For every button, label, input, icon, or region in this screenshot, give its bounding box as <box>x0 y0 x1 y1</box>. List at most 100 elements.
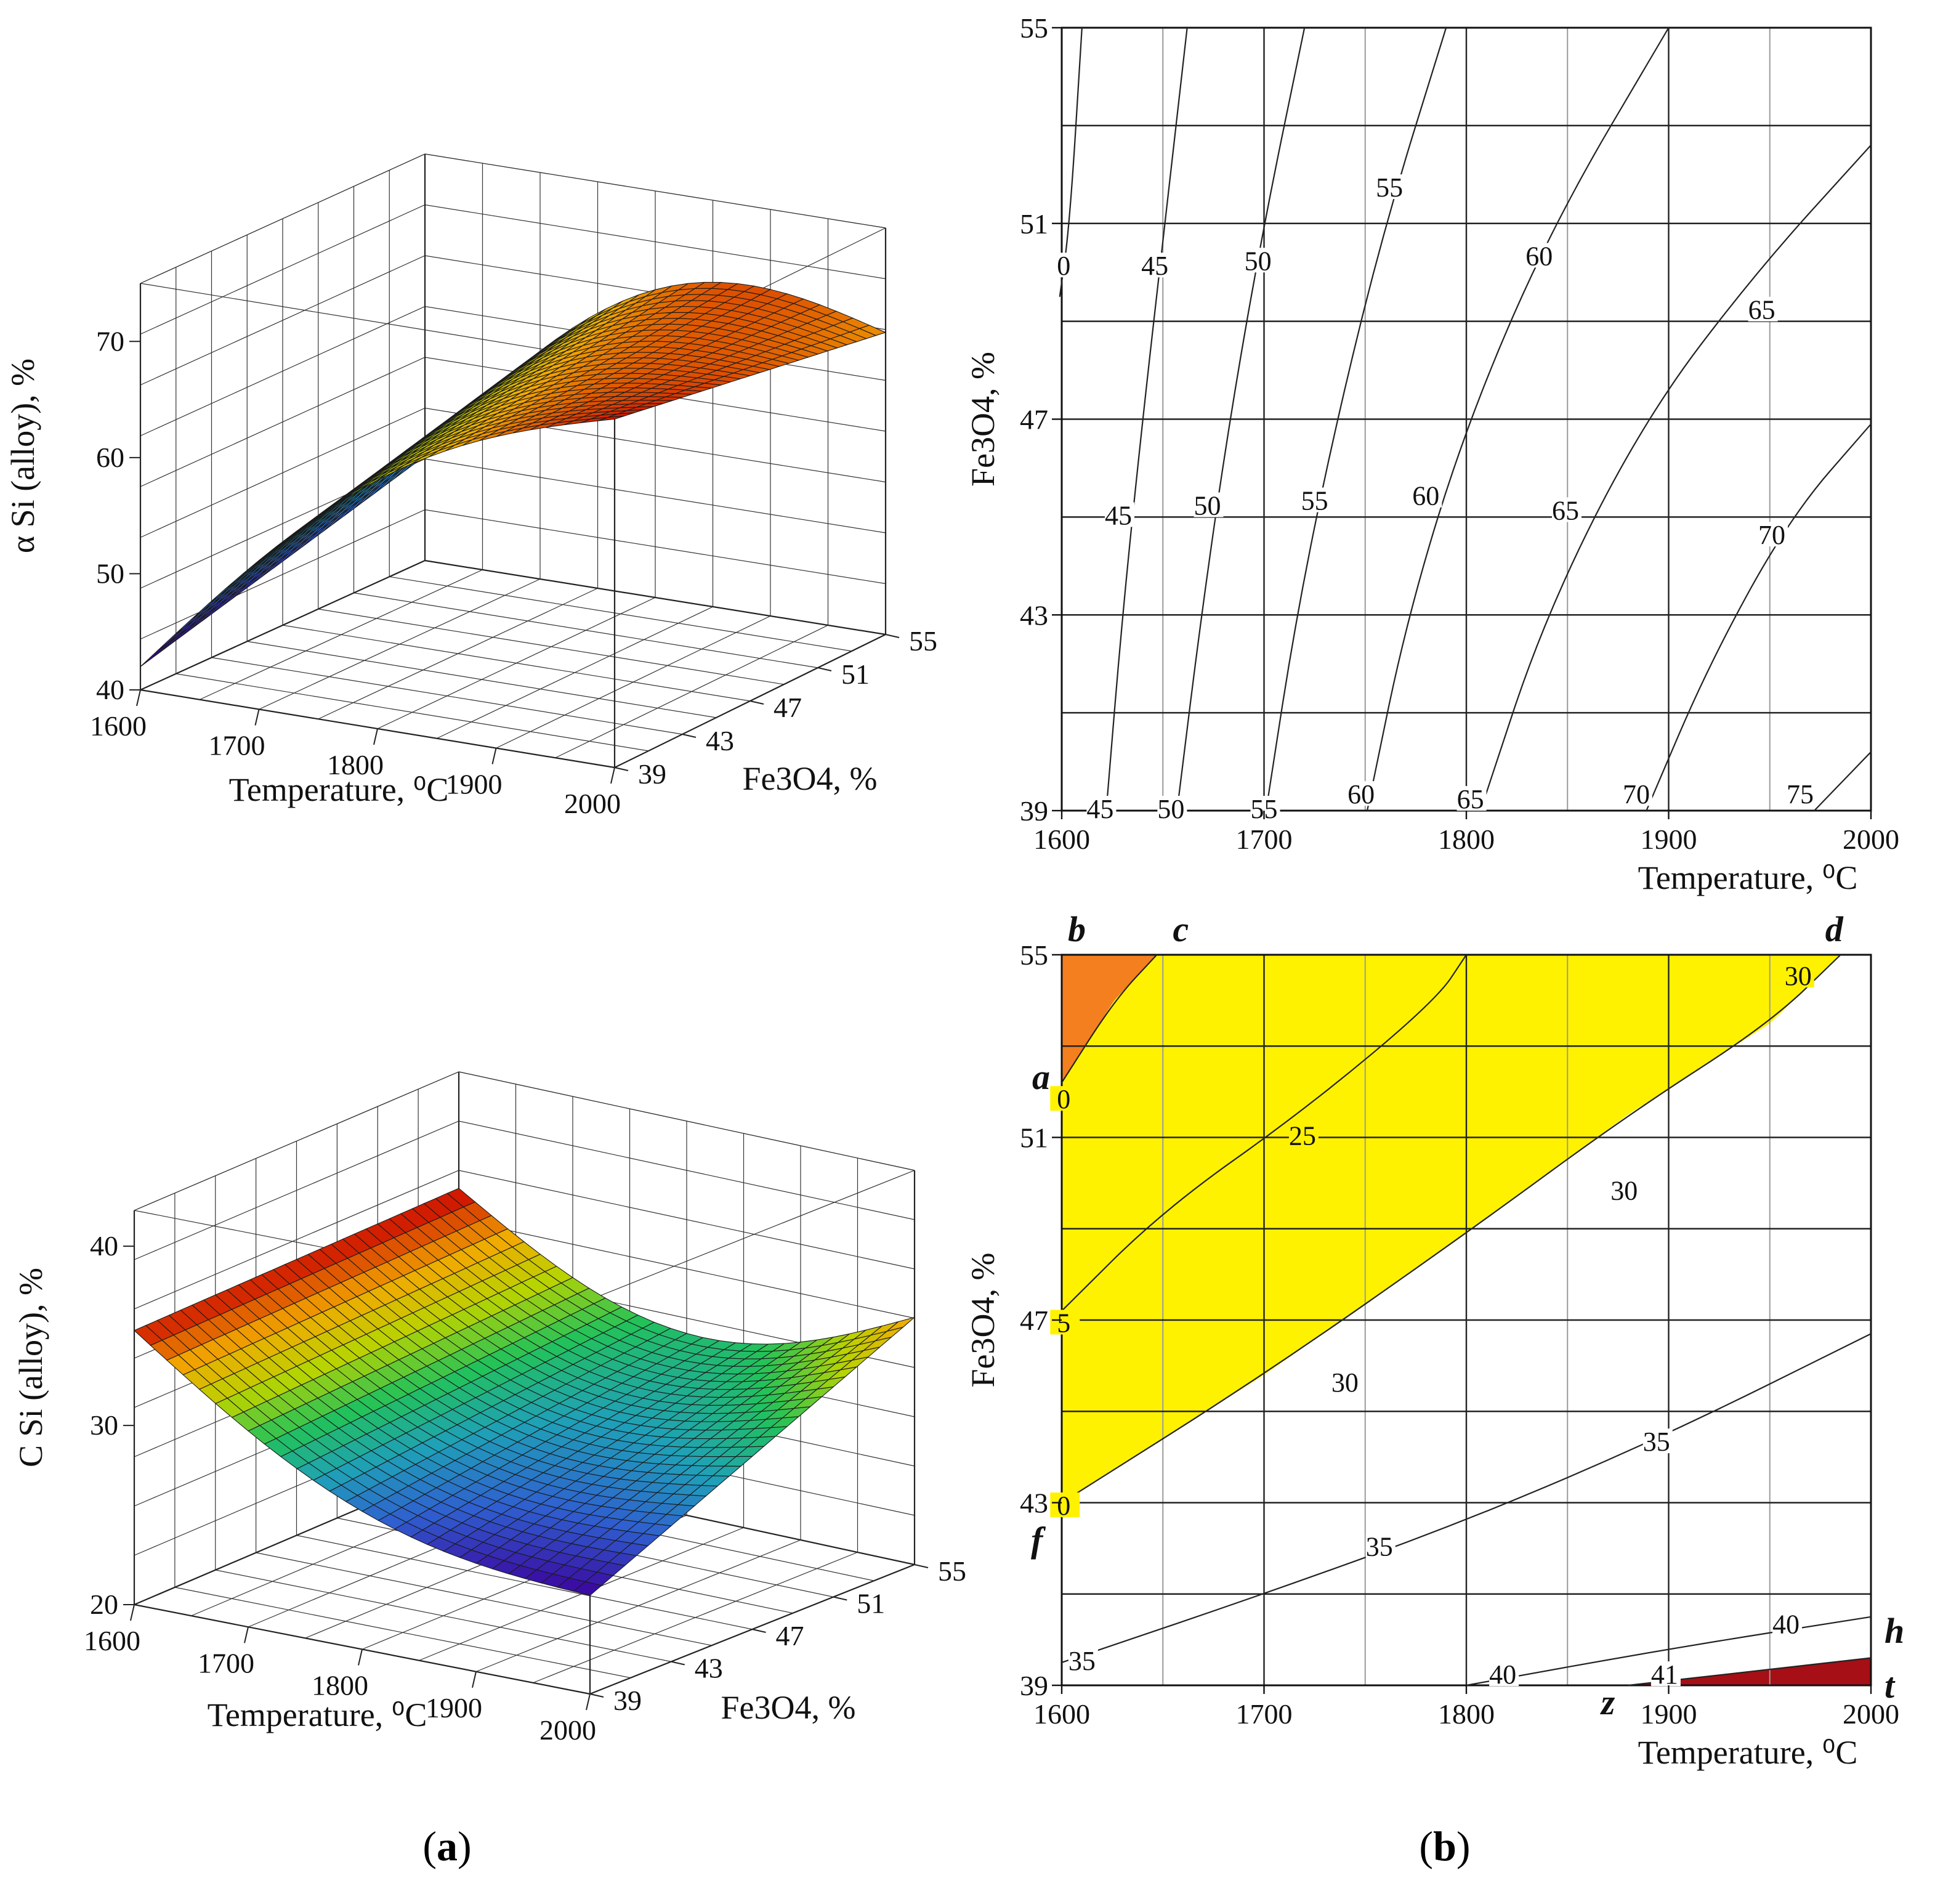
floor-gridline <box>296 1534 753 1630</box>
contour-label-bg <box>1758 522 1788 547</box>
y-tick-label: 39 <box>638 758 666 790</box>
y-tick <box>752 1629 766 1633</box>
box-edge <box>140 153 426 284</box>
contour-label-bg <box>1244 248 1274 273</box>
z-tick-label: 40 <box>96 674 124 705</box>
x-tick <box>130 1604 135 1621</box>
contour-label-bg <box>1050 1310 1080 1335</box>
y-tick-label: 51 <box>841 658 870 690</box>
y-tick-label: 47 <box>776 1620 804 1651</box>
contour-label: 50 <box>1245 246 1272 276</box>
surface-plot-c: 20 30 40 1600 1700 1800 1900 2000 39 43 47 51 55 Temp… <box>12 1071 966 1746</box>
y-tick <box>614 767 629 771</box>
x-tick <box>472 1671 477 1688</box>
box-edge <box>424 153 886 229</box>
y-tick-label: 55 <box>1020 12 1048 44</box>
contour-label: 0 <box>1057 1491 1070 1521</box>
contour-line-50 <box>1176 27 1306 811</box>
floor-gridline <box>211 657 683 735</box>
contour-label: 60 <box>1412 481 1439 511</box>
x-tick-label: 1700 <box>1236 1698 1293 1730</box>
wall-gridline <box>134 1071 915 1211</box>
floor-gridline <box>282 625 751 702</box>
x-tick-label: 1700 <box>1236 824 1293 855</box>
contour-label: 55 <box>1251 794 1278 824</box>
contour-label: 45 <box>1105 500 1132 530</box>
y-tick-label: 55 <box>1020 939 1048 971</box>
contour-label: 50 <box>1157 794 1184 824</box>
contour-line-55 <box>1265 27 1447 811</box>
y-tick-label: 39 <box>1020 795 1048 827</box>
contour-line-20 <box>1061 954 1158 1084</box>
contour-label-bg <box>1250 796 1280 820</box>
x-axis-title: Temperature, ⁰C <box>1638 1734 1858 1771</box>
contour-line-60 <box>1366 27 1670 811</box>
contour-label: 70 <box>1758 520 1785 550</box>
y-tick-label: 47 <box>1020 1305 1048 1336</box>
contour-label-bg <box>1068 1647 1098 1672</box>
y-axis-title: Fe3O4, % <box>721 1689 856 1726</box>
x-tick <box>491 748 497 764</box>
contour-label-bg <box>1412 482 1442 508</box>
contour-label: 55 <box>1376 172 1403 203</box>
x-axis-title: Temperature, ⁰C <box>1638 859 1858 896</box>
floor-gridline <box>256 1552 712 1646</box>
contour-label-bg <box>1456 786 1487 811</box>
floor-gridline <box>174 1587 631 1679</box>
surface-cell <box>140 642 168 667</box>
x-tick-label: 1800 <box>312 1670 368 1701</box>
contour-label-bg <box>1787 781 1817 806</box>
contour-label-bg <box>1347 781 1378 806</box>
y-tick-label: 55 <box>909 625 937 657</box>
contour-line-30 <box>1061 954 1841 1504</box>
contour-label: 65 <box>1457 784 1484 814</box>
contour-label-bg <box>1086 796 1117 820</box>
z-tick-label: 20 <box>90 1589 118 1620</box>
contour-line-70 <box>1646 423 1872 811</box>
z-axis-title: α Si (alloy), % <box>4 359 41 553</box>
contour-label: 45 <box>1086 794 1113 824</box>
z-tick-label: 70 <box>96 325 124 357</box>
box-edge <box>140 283 615 362</box>
floor-gridline <box>353 592 818 668</box>
contour-label-bg <box>1376 174 1406 200</box>
contour-label-bg <box>1525 243 1556 268</box>
contour-label: 55 <box>1301 486 1328 516</box>
y-tick <box>749 700 764 705</box>
contour-label-bg <box>1622 781 1652 806</box>
z-tick-label: 40 <box>90 1230 118 1262</box>
y-tick-label: 47 <box>774 692 802 723</box>
surface-plot-alpha: 40 50 60 70 1600 1700 1800 1900 2000 39 43 47 51 55 Te… <box>4 153 937 819</box>
contour-label: 65 <box>1748 295 1775 325</box>
point-label-b: b <box>1068 909 1086 949</box>
y-tick-label: 47 <box>1020 404 1048 435</box>
contour-label: 30 <box>1785 961 1812 991</box>
box-edge <box>134 1071 459 1211</box>
contour-label: 0 <box>1057 1084 1070 1114</box>
x-tick-label: 1600 <box>1033 1698 1090 1730</box>
contour-plot-alpha: 0 45 45 45 50 50 50 55 55 55 60 60 60 65 65 65 70 70 75 160… <box>964 12 1899 896</box>
contour-label: 60 <box>1347 779 1375 809</box>
contour-label: 65 <box>1552 495 1579 525</box>
box-edge <box>140 559 426 691</box>
contour-label: 5 <box>1057 1308 1070 1338</box>
contour-label: 45 <box>1141 251 1168 281</box>
contour-label-bg <box>1141 253 1171 278</box>
contour-label-bg <box>1301 487 1331 512</box>
x-axis-title: Temperature, ⁰C <box>229 771 449 808</box>
y-tick-label: 43 <box>1020 599 1048 631</box>
y-axis-title: Fe3O4, % <box>743 760 878 797</box>
y-tick-label: 43 <box>695 1653 723 1684</box>
y-tick <box>589 1693 604 1698</box>
x-tick-label: 1900 <box>1641 1698 1697 1730</box>
contour-label-bg <box>1489 1661 1519 1687</box>
contour-line-45 <box>1105 27 1188 811</box>
x-tick-label: 1700 <box>198 1647 254 1679</box>
x-tick-label: 1600 <box>90 710 147 742</box>
contour-label-bg <box>1365 1533 1396 1558</box>
contour-label-bg <box>1104 502 1134 527</box>
contour-line-40 <box>1466 1616 1872 1687</box>
contour-label: 41 <box>1651 1659 1678 1690</box>
x-tick-label: 1600 <box>1033 824 1090 855</box>
contour-label-bg <box>1331 1369 1361 1394</box>
